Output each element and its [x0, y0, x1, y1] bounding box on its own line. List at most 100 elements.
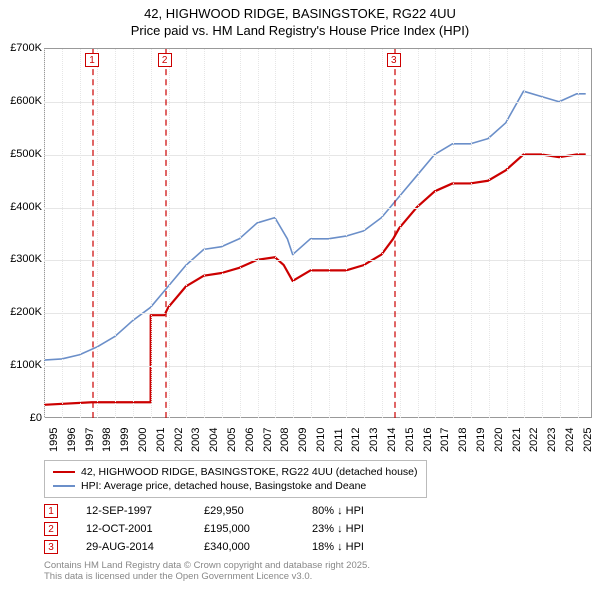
x-tick-label: 2018	[457, 428, 469, 452]
gridline-v	[222, 49, 223, 418]
x-tick-label: 2016	[422, 428, 434, 452]
x-tick-label: 2025	[582, 428, 594, 452]
y-tick-label: £700K	[0, 42, 42, 54]
x-tick-label: 2005	[226, 428, 238, 452]
y-tick-label: £600K	[0, 95, 42, 107]
x-tick-label: 2000	[137, 428, 149, 452]
x-tick-label: 1997	[84, 428, 96, 452]
gridline-v	[524, 49, 525, 418]
x-tick-label: 2022	[528, 428, 540, 452]
x-tick-label: 2008	[279, 428, 291, 452]
gridline-v	[329, 49, 330, 418]
transaction-row: 329-AUG-2014£340,00018% ↓ HPI	[44, 538, 402, 556]
gridline-v	[507, 49, 508, 418]
legend-item: 42, HIGHWOOD RIDGE, BASINGSTOKE, RG22 4U…	[53, 465, 418, 479]
x-tick-label: 2001	[155, 428, 167, 452]
gridline-v	[311, 49, 312, 418]
transaction-row: 112-SEP-1997£29,95080% ↓ HPI	[44, 502, 402, 520]
transaction-row: 212-OCT-2001£195,00023% ↓ HPI	[44, 520, 402, 538]
x-tick-label: 2007	[262, 428, 274, 452]
gridline-v	[400, 49, 401, 418]
series-hpi	[44, 91, 586, 360]
gridline-v	[62, 49, 63, 418]
event-marker-badge: 2	[158, 53, 172, 67]
x-tick-label: 2004	[208, 428, 220, 452]
footnote-line2: This data is licensed under the Open Gov…	[44, 571, 370, 582]
gridline-v	[186, 49, 187, 418]
series-price_paid	[44, 154, 586, 404]
gridline-h	[44, 102, 591, 103]
transaction-delta: 18% ↓ HPI	[312, 541, 402, 553]
x-tick-label: 2017	[439, 428, 451, 452]
x-tick-label: 1996	[66, 428, 78, 452]
gridline-v	[204, 49, 205, 418]
y-tick-label: £200K	[0, 306, 42, 318]
y-tick-label: £400K	[0, 201, 42, 213]
x-tick-label: 2014	[386, 428, 398, 452]
x-tick-label: 2023	[546, 428, 558, 452]
event-marker-badge: 1	[85, 53, 99, 67]
x-tick-label: 2013	[368, 428, 380, 452]
x-tick-label: 2006	[244, 428, 256, 452]
gridline-v	[489, 49, 490, 418]
x-tick-label: 2015	[404, 428, 416, 452]
transaction-date: 29-AUG-2014	[86, 541, 176, 553]
x-tick-label: 1995	[48, 428, 60, 452]
x-tick-label: 1998	[101, 428, 113, 452]
gridline-v	[435, 49, 436, 418]
legend-label: HPI: Average price, detached house, Basi…	[81, 480, 366, 492]
gridline-v	[578, 49, 579, 418]
x-tick-label: 2024	[564, 428, 576, 452]
gridline-v	[258, 49, 259, 418]
transaction-badge: 2	[44, 522, 58, 536]
gridline-v	[275, 49, 276, 418]
transactions-table: 112-SEP-1997£29,95080% ↓ HPI212-OCT-2001…	[44, 502, 402, 556]
legend: 42, HIGHWOOD RIDGE, BASINGSTOKE, RG22 4U…	[44, 460, 427, 498]
legend-swatch	[53, 485, 75, 487]
line-layer	[44, 49, 591, 418]
x-tick-label: 2002	[173, 428, 185, 452]
plot-area: 1 2 3	[44, 48, 592, 418]
gridline-v	[240, 49, 241, 418]
x-tick-label: 2012	[350, 428, 362, 452]
gridline-h	[44, 366, 591, 367]
gridline-v	[44, 49, 45, 418]
y-tick-label: £500K	[0, 148, 42, 160]
transaction-date: 12-SEP-1997	[86, 505, 176, 517]
gridline-v	[169, 49, 170, 418]
gridline-v	[97, 49, 98, 418]
y-tick-label: £300K	[0, 253, 42, 265]
transaction-delta: 80% ↓ HPI	[312, 505, 402, 517]
x-tick-label: 2011	[333, 428, 345, 452]
footnote-line1: Contains HM Land Registry data © Crown c…	[44, 560, 370, 571]
title-line2: Price paid vs. HM Land Registry's House …	[0, 23, 600, 40]
x-tick-label: 2009	[297, 428, 309, 452]
legend-item: HPI: Average price, detached house, Basi…	[53, 479, 418, 493]
y-tick-label: £100K	[0, 359, 42, 371]
transaction-badge: 3	[44, 540, 58, 554]
gridline-v	[133, 49, 134, 418]
gridline-v	[115, 49, 116, 418]
gridline-h	[44, 208, 591, 209]
gridline-v	[418, 49, 419, 418]
gridline-v	[453, 49, 454, 418]
title-block: 42, HIGHWOOD RIDGE, BASINGSTOKE, RG22 4U…	[0, 0, 600, 42]
event-marker-line	[92, 49, 94, 418]
x-tick-label: 2020	[493, 428, 505, 452]
transaction-badge: 1	[44, 504, 58, 518]
gridline-h	[44, 260, 591, 261]
title-line1: 42, HIGHWOOD RIDGE, BASINGSTOKE, RG22 4U…	[0, 6, 600, 23]
gridline-v	[364, 49, 365, 418]
x-tick-label: 2021	[511, 428, 523, 452]
gridline-v	[560, 49, 561, 418]
gridline-v	[542, 49, 543, 418]
event-marker-line	[394, 49, 396, 418]
gridline-v	[151, 49, 152, 418]
gridline-v	[382, 49, 383, 418]
legend-swatch	[53, 471, 75, 473]
x-tick-label: 1999	[119, 428, 131, 452]
x-tick-label: 2010	[315, 428, 327, 452]
x-tick-label: 2019	[475, 428, 487, 452]
y-tick-label: £0	[0, 412, 42, 424]
event-marker-badge: 3	[387, 53, 401, 67]
